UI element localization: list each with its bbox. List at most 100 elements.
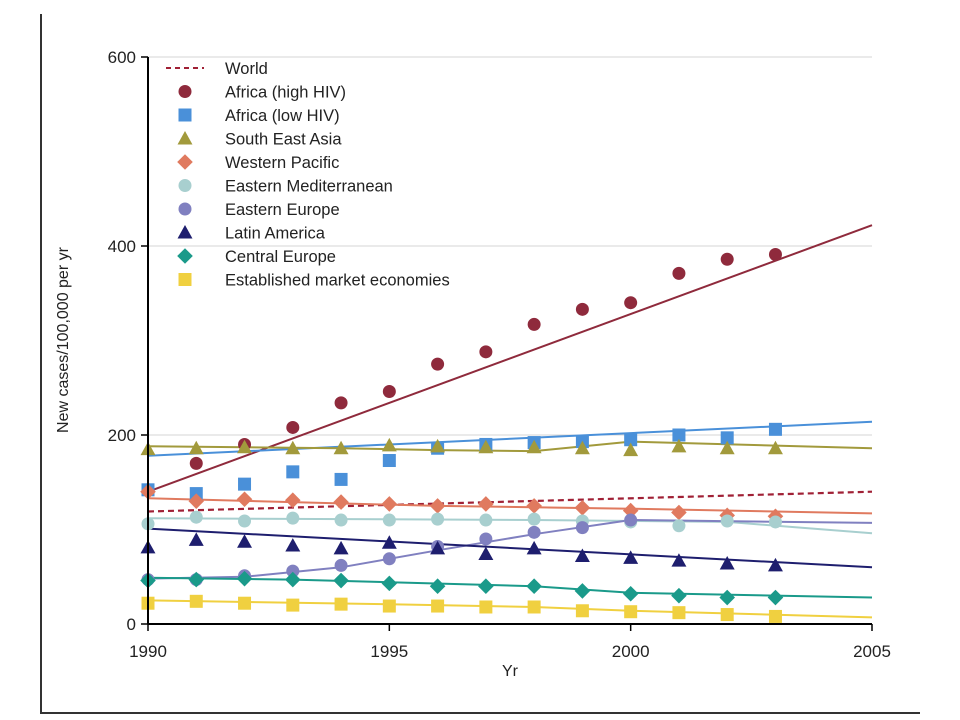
point-eastern-mediterranean-1991 (189, 510, 203, 524)
legend-item-eastern-europe: Eastern Europe (178, 201, 340, 219)
point-africa-high-hiv-2003 (768, 248, 782, 262)
point-africa-low-hiv-2002 (720, 431, 734, 445)
point-central-europe-1991 (188, 571, 205, 588)
point-latin-america-1994 (333, 540, 349, 555)
point-established-market-economies-1995 (382, 599, 396, 613)
point-western-pacific-1995 (381, 496, 398, 512)
point-latin-america-2000 (623, 550, 639, 564)
frame-left-border (40, 14, 42, 714)
point-africa-low-hiv-1995 (382, 454, 396, 468)
point-central-europe-1992 (236, 570, 253, 587)
point-south-east-asia-1994 (333, 440, 349, 455)
point-south-east-asia-1996 (430, 438, 446, 453)
point-eastern-europe-1999 (575, 521, 589, 535)
point-western-pacific-1999 (574, 499, 591, 516)
point-africa-low-hiv-2001 (672, 428, 686, 442)
point-central-europe-1996 (429, 578, 446, 594)
point-eastern-europe-1994 (334, 558, 348, 572)
trend-line-south-east-asia (147, 440, 873, 453)
legend-swatch-africa-low-hiv (178, 108, 192, 122)
point-africa-low-hiv-2000 (624, 433, 638, 447)
legend-swatch-south-east-asia (177, 131, 193, 145)
trend-line-eastern-mediterranean (147, 517, 873, 535)
point-latin-america-1992 (237, 534, 253, 548)
legend-label-eastern-mediterranean: Eastern Mediterranean (225, 178, 393, 196)
point-central-europe-1999 (574, 583, 591, 599)
point-central-europe-1998 (526, 578, 542, 594)
point-south-east-asia-1992 (237, 439, 253, 454)
point-established-market-economies-1994 (334, 597, 348, 611)
point-africa-high-hiv-1993 (286, 420, 300, 434)
point-eastern-mediterranean-1992 (238, 514, 252, 528)
legend-item-world: World (166, 60, 268, 78)
point-established-market-economies-2000 (624, 605, 638, 619)
point-established-market-economies-1996 (431, 599, 445, 613)
point-latin-america-1999 (574, 548, 590, 562)
trend-line-eastern-europe (147, 518, 873, 580)
point-eastern-mediterranean-2003 (768, 515, 782, 529)
point-central-europe-1994 (333, 572, 349, 589)
point-established-market-economies-2001 (672, 606, 686, 620)
legend-item-africa-low-hiv: Africa (low HIV) (178, 107, 340, 125)
legend-swatch-latin-america (177, 225, 193, 239)
point-south-east-asia-2003 (767, 440, 783, 455)
point-africa-high-hiv-1991 (189, 456, 203, 470)
legend-item-africa-high-hiv: Africa (high HIV) (178, 84, 346, 102)
point-africa-high-hiv-1997 (479, 345, 493, 359)
point-south-east-asia-2000 (623, 442, 639, 457)
x-axis-label: Yr (502, 663, 519, 680)
point-latin-america-2002 (719, 556, 735, 570)
point-established-market-economies-2002 (720, 608, 734, 622)
legend-swatch-established-market-economies (178, 273, 192, 286)
y-tick-label-600: 600 (108, 48, 136, 67)
point-western-pacific-1994 (333, 494, 349, 510)
series-central-europe (140, 570, 784, 606)
legend-item-eastern-mediterranean: Eastern Mediterranean (178, 178, 393, 196)
point-eastern-europe-1993 (286, 564, 300, 578)
legend-item-south-east-asia: South East Asia (177, 131, 342, 149)
trend-line-africa-low-hiv (147, 420, 873, 457)
frame-bottom-border (40, 712, 920, 714)
point-africa-high-hiv-1994 (334, 396, 348, 410)
point-eastern-europe-1998 (527, 525, 541, 539)
point-latin-america-2001 (671, 553, 687, 567)
legend-swatch-western-pacific (177, 154, 193, 170)
legend-item-western-pacific: Western Pacific (177, 154, 339, 172)
x-tick-label-2005: 2005 (853, 642, 891, 661)
point-western-pacific-1991 (188, 493, 205, 509)
point-central-europe-1993 (285, 571, 301, 588)
point-established-market-economies-2003 (768, 609, 782, 623)
point-central-europe-2001 (671, 587, 687, 604)
point-western-pacific-1996 (429, 498, 446, 514)
point-western-pacific-1997 (478, 496, 494, 512)
point-africa-high-hiv-2001 (672, 266, 686, 280)
point-eastern-mediterranean-2001 (672, 519, 686, 533)
legend-item-established-market-economies: Established market economies (178, 272, 450, 290)
y-axis-label: New cases/100,000 per yr (55, 246, 72, 433)
y-tick-label-0: 0 (127, 615, 136, 634)
point-eastern-mediterranean-1993 (286, 511, 300, 525)
legend-item-latin-america: Latin America (177, 225, 326, 243)
point-africa-high-hiv-2002 (720, 252, 734, 266)
legend-label-world: World (225, 60, 268, 78)
legend-label-central-europe: Central Europe (225, 248, 336, 266)
trend-line-world (147, 490, 873, 513)
point-eastern-europe-1997 (479, 532, 493, 546)
point-established-market-economies-1992 (238, 596, 252, 610)
point-latin-america-1997 (478, 546, 494, 561)
point-eastern-europe-2000 (624, 513, 638, 527)
legend-label-africa-high-hiv: Africa (high HIV) (225, 84, 346, 102)
point-africa-low-hiv-1992 (238, 477, 252, 491)
legend-label-africa-low-hiv: Africa (low HIV) (225, 107, 340, 125)
trend-line-central-europe (147, 576, 873, 599)
legend-label-eastern-europe: Eastern Europe (225, 201, 340, 219)
point-central-europe-2000 (622, 585, 639, 602)
legend-label-established-market-economies: Established market economies (225, 272, 450, 290)
point-central-europe-1997 (478, 578, 494, 594)
series-eastern-mediterranean (141, 510, 782, 533)
point-south-east-asia-1997 (478, 439, 494, 454)
tick-labels: 0 200 400 600 1990 1995 2000 2005 (108, 48, 891, 661)
point-central-europe-2003 (767, 589, 784, 606)
point-south-east-asia-2001 (671, 438, 687, 453)
